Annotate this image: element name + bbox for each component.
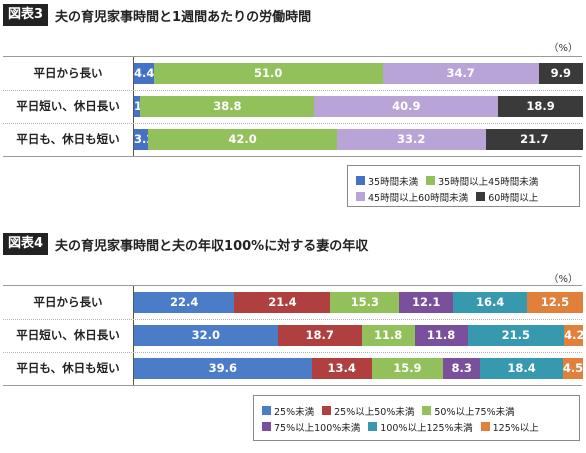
chart-4-legend: 25%未満 25%以上50%未満 50%以上75%未満 75%以上100%未満 100%… bbox=[253, 395, 580, 441]
legend-item: 50%以上75%未満 bbox=[422, 403, 515, 419]
chart-3-tag: 図表3 bbox=[3, 4, 49, 26]
bar-segment: 21.5 bbox=[467, 325, 565, 346]
chart-3-category-axis bbox=[133, 57, 134, 156]
bar-segment: 21.7 bbox=[485, 129, 583, 150]
legend-row: 75%以上100%未満 100%以上125%未満 125%以上 bbox=[262, 416, 571, 435]
legend-swatch bbox=[422, 406, 432, 415]
chart-4-tag: 図表4 bbox=[3, 233, 49, 255]
chart-4-title: 夫の育児家事時間と夫の年収100%に対する妻の年収 bbox=[55, 238, 369, 254]
bar-segment: 18.7 bbox=[277, 325, 362, 346]
category-label: 平日も、休日も短い bbox=[16, 361, 120, 375]
legend-item: 125%以上 bbox=[480, 419, 539, 435]
chart-4: 図表4 夫の育児家事時間と夫の年収100%に対する妻の年収 （%） 平日から長い… bbox=[0, 228, 586, 453]
chart-3-title: 夫の育児家事時間と1週間あたりの労働時間 bbox=[55, 9, 312, 25]
legend-swatch bbox=[322, 406, 332, 415]
chart-3-plot: 平日から長い 4.451.034.79.9 平日短い、休日長い1.438.840.9… bbox=[3, 56, 583, 157]
bar-segment: 9.9 bbox=[538, 63, 583, 84]
legend-label: 50%以上75%未満 bbox=[434, 406, 515, 418]
category-label: 平日から長い bbox=[33, 295, 103, 309]
legend-label: 35時間以上45時間未満 bbox=[438, 176, 539, 188]
chart-4-category-axis bbox=[133, 286, 134, 385]
legend-item: 45時間以上60時間未満 bbox=[356, 189, 468, 205]
legend-label: 45時間以上60時間未満 bbox=[368, 192, 469, 204]
legend-item: 25%以上50%未満 bbox=[322, 403, 414, 419]
legend-label: 100%以上125%未満 bbox=[380, 422, 473, 434]
legend-label: 25%未満 bbox=[274, 406, 315, 418]
legend-item: 75%以上100%未満 bbox=[262, 419, 360, 435]
bar-segment: 13.4 bbox=[311, 358, 372, 379]
legend-item: 35時間以上45時間未満 bbox=[426, 173, 538, 189]
legend-item: 100%以上125%未満 bbox=[368, 419, 473, 435]
legend-label: 125%以上 bbox=[492, 422, 539, 434]
legend-item: 25%未満 bbox=[262, 403, 314, 419]
legend-label: 60時間以上 bbox=[488, 192, 539, 204]
legend-label: 35時間未満 bbox=[368, 176, 419, 188]
chart-3: 図表3 夫の育児家事時間と1週間あたりの労働時間 （%） 平日から長い 4.4 51… bbox=[0, 0, 586, 207]
row-divider bbox=[3, 90, 582, 91]
bar-row: 平日から長い 4.4 51.0 34.7 9.9 bbox=[3, 60, 583, 87]
bar-segment: 12.5 bbox=[526, 292, 583, 313]
legend-label: 75%以上100%未満 bbox=[274, 422, 361, 434]
bar-segment: 15.3 bbox=[330, 292, 400, 313]
category-label: 平日短い、休日長い bbox=[16, 328, 120, 342]
legend-row: 45時間以上60時間未満 60時間以上 bbox=[356, 186, 571, 205]
bar-segment: 21.4 bbox=[234, 292, 331, 313]
bar-segment: 32.0 bbox=[134, 325, 278, 346]
legend-swatch bbox=[262, 406, 271, 415]
bar-segment: 33.2 bbox=[336, 129, 486, 150]
bar-segment: 11.8 bbox=[361, 325, 415, 346]
bar-segment: 18.4 bbox=[480, 358, 563, 379]
bar-segment: 12.1 bbox=[399, 292, 454, 313]
chart-4-plot: 平日から長い 22.4 21.4 15.3 12.1 16.4 12.5 平日短い、休日長い 3… bbox=[3, 285, 585, 386]
bar-segment: 39.6 bbox=[134, 358, 312, 379]
chart-3-unit: （%） bbox=[548, 43, 578, 54]
legend-swatch bbox=[262, 422, 271, 431]
chart-4-unit: （%） bbox=[548, 274, 578, 285]
bar-segment: 4.2 bbox=[564, 325, 585, 346]
bar-segment: 18.9 bbox=[498, 96, 583, 117]
bar-row: 平日から長い 22.4 21.4 15.3 12.1 16.4 12.5 bbox=[3, 289, 583, 316]
legend-item: 35時間未満 bbox=[356, 173, 418, 189]
legend-row: 35時間未満 35時間以上45時間未満 bbox=[356, 170, 571, 189]
row-divider bbox=[3, 352, 582, 353]
category-label: 平日も、休日も短い bbox=[16, 132, 120, 146]
bar-row: 平日も、休日も短い 39.6 13.4 15.9 8.3 18.4 4.5 bbox=[3, 355, 583, 382]
bar-row: 平日短い、休日長い1.438.840.918.9 bbox=[3, 93, 583, 120]
bar-segment: 15.9 bbox=[371, 358, 444, 379]
bar-segment: 8.3 bbox=[443, 358, 481, 379]
category-label: 平日短い、休日長い bbox=[16, 99, 120, 113]
legend-swatch bbox=[480, 422, 490, 431]
bar-segment: 16.4 bbox=[453, 292, 527, 313]
chart-3-heading: 図表3 夫の育児家事時間と1週間あたりの労働時間 bbox=[3, 4, 311, 26]
bar-segment: 11.8 bbox=[414, 325, 468, 346]
legend-swatch bbox=[476, 192, 486, 201]
row-divider bbox=[3, 123, 582, 124]
legend-label: 25%以上50%未満 bbox=[334, 406, 415, 418]
legend-swatch bbox=[368, 422, 378, 431]
legend-item: 60時間以上 bbox=[476, 189, 538, 205]
bar-segment: 51.0 bbox=[153, 63, 383, 84]
legend-swatch bbox=[356, 192, 365, 201]
bar-row: 平日短い、休日長い 32.0 18.7 11.8 11.8 21.5 4.2 bbox=[3, 322, 585, 349]
row-divider bbox=[3, 319, 582, 320]
bar-row: 平日も、休日も短い 3.2 42.0 33.2 21.7 bbox=[3, 126, 583, 153]
bar-segment: 40.9 bbox=[314, 96, 499, 117]
bar-segment: 4.4 bbox=[134, 63, 154, 84]
bar-segment: 22.4 bbox=[134, 292, 235, 313]
category-label: 平日から長い bbox=[33, 66, 103, 80]
chart-3-legend: 35時間未満 35時間以上45時間未満 45時間以上60時間未満 60時間以上 bbox=[347, 165, 580, 207]
legend-swatch bbox=[426, 176, 436, 185]
bar-segment: 38.8 bbox=[140, 96, 315, 117]
bar-segment: 42.0 bbox=[148, 129, 337, 150]
legend-row: 25%未満 25%以上50%未満 50%以上75%未満 bbox=[262, 400, 571, 419]
chart-4-heading: 図表4 夫の育児家事時間と夫の年収100%に対する妻の年収 bbox=[3, 233, 368, 255]
bar-segment: 4.5 bbox=[562, 358, 583, 379]
bar-segment: 34.7 bbox=[382, 63, 539, 84]
bar-segment: 3.2 bbox=[134, 129, 154, 150]
legend-swatch bbox=[356, 176, 365, 185]
